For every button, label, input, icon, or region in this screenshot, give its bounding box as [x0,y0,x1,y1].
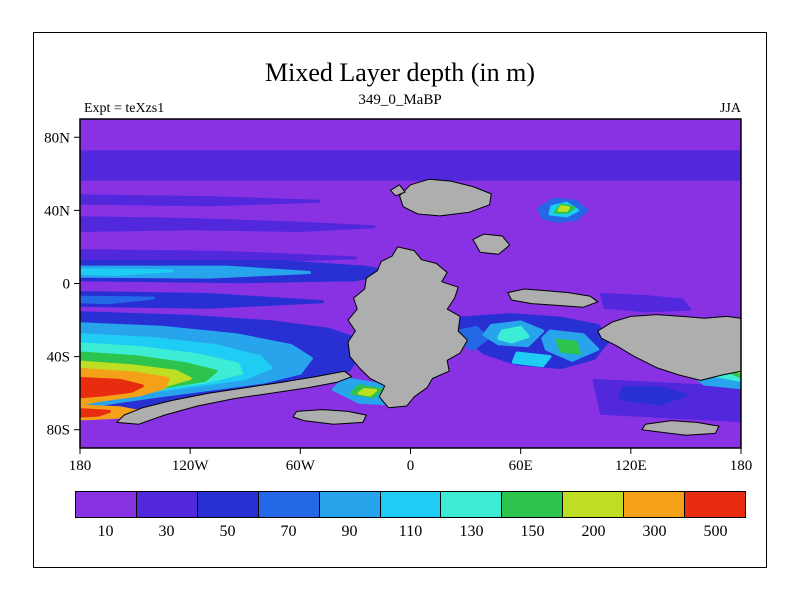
ocean-contour-region [80,249,357,264]
colorbar-cell [562,491,625,518]
x-axis-tick-label: 0 [407,458,415,474]
colorbar-level-label: 10 [97,523,114,540]
land-mass [292,409,367,425]
y-axis-tick-label: 40N [44,203,70,219]
colorbar-cells [75,491,746,518]
experiment-label: Expt = teXzs1 [84,101,165,116]
ocean-contour-region [80,295,155,305]
x-axis-tick-label: 120W [172,458,210,474]
colorbar-cell [379,491,442,518]
ocean-contour-region [80,408,111,418]
ocean-contour-region [618,386,688,406]
x-axis-tick-label: 180 [69,458,92,474]
plot-subtitle: 349_0_MaBP [358,92,442,108]
colorbar-level-label: 150 [520,523,545,540]
colorbar-level-label: 30 [158,523,175,540]
colorbar-cell [257,491,320,518]
colorbar-cell [196,491,259,518]
season-label: JJA [719,101,741,116]
ocean-contour-region [557,205,570,212]
ocean-contour-region [511,351,552,368]
ocean-contour-region [80,216,376,232]
figure-frame [33,32,767,568]
colorbar-cell [684,491,746,518]
x-axis-tick-label: 60E [509,458,533,474]
colorbar: 10 30 50 70 90 110 130 150 200 300 500 [75,491,746,541]
colorbar-cell [135,491,198,518]
ocean-contour-region [80,377,144,399]
land-mass [641,420,720,436]
land-mass [507,288,599,308]
y-axis-tick-label: 40S [47,350,70,366]
colorbar-level-label: 110 [398,523,423,540]
land-mass [597,314,741,381]
ocean-contour-region [555,338,581,355]
ocean-contour-region [600,293,692,313]
land-mass [472,233,511,255]
colorbar-cell [501,491,564,518]
land-mass [399,178,492,217]
colorbar-level-label: 300 [642,523,667,540]
x-axis-tick-label: 60W [286,458,316,474]
colorbar-cell [318,491,381,518]
colorbar-cell [623,491,686,518]
y-axis-tick-label: 80S [47,423,70,439]
colorbar-level-label: 130 [459,523,484,540]
colorbar-level-label: 50 [219,523,236,540]
colorbar-level-label: 90 [341,523,358,540]
colorbar-labels: 10 30 50 70 90 110 130 150 200 300 500 [75,518,746,541]
ocean-contour-region [80,150,741,181]
colorbar-cell [75,491,137,518]
land-mass [347,246,468,409]
ocean-contour-region [357,388,378,397]
ocean-contour-region [80,291,324,309]
ocean-contour-region [80,268,174,276]
colorbar-cell [440,491,503,518]
colorbar-level-label: 70 [280,523,297,540]
map-field [80,119,741,448]
plot-title: Mixed Layer depth (in m) [264,58,536,87]
ocean-contour-region [80,194,321,207]
colorbar-level-label: 500 [703,523,728,540]
colorbar-level-label: 200 [581,523,606,540]
y-axis-tick-label: 0 [63,277,71,293]
y-axis-tick-label: 80N [44,130,70,146]
x-axis-tick-label: 120E [615,458,647,474]
x-axis-tick-label: 180 [730,458,753,474]
ocean-contour-region [497,325,530,344]
land-mass [389,184,406,197]
land-mass [116,370,353,425]
